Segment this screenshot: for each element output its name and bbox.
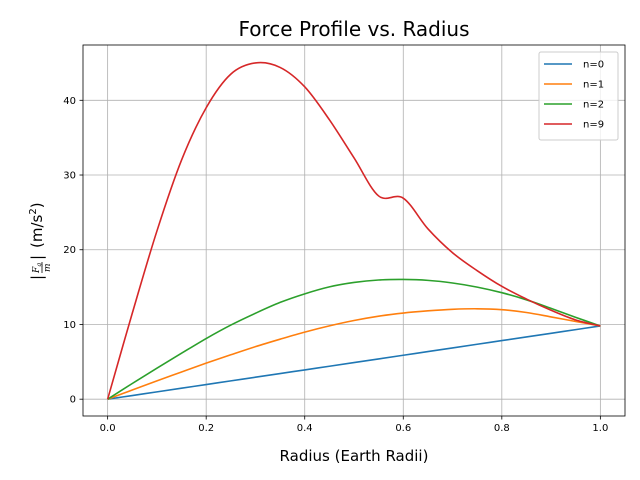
chart-title: Force Profile vs. Radius — [238, 17, 469, 41]
y-axis-label-numerator: Fg — [32, 263, 43, 274]
y-tick-label: 20 — [63, 245, 76, 256]
y-tick-label: 40 — [63, 96, 76, 107]
y-tick-label: 30 — [63, 171, 76, 182]
series-line-n-2 — [107, 278, 601, 400]
series-line-n-1 — [107, 307, 601, 400]
plot-frame — [82, 44, 626, 417]
y-axis-label-denominator: m — [43, 263, 53, 272]
y-axis-label-f: F — [32, 266, 42, 274]
x-tick-label: 0.0 — [100, 423, 116, 434]
y-axis-label-bar-left: | — [28, 275, 46, 280]
series-line-n-0 — [107, 325, 601, 400]
y-tick-label: 0 — [70, 395, 76, 406]
x-tick-label: 0.6 — [395, 423, 411, 434]
legend-label: n=2 — [583, 100, 604, 111]
x-axis-ticks: 0.0 0.2 0.4 0.6 0.8 1.0 — [100, 416, 608, 434]
series-lines — [106, 61, 601, 400]
legend: n=0 n=1 n=2 n=9 — [538, 51, 619, 141]
legend-box — [538, 51, 619, 141]
y-tick-label: 10 — [63, 320, 76, 331]
grid — [83, 45, 625, 416]
legend-label: n=1 — [583, 80, 604, 91]
y-axis-label-bar-right: | — [28, 255, 46, 260]
series-line-n-9 — [106, 61, 601, 400]
x-tick-label: 0.4 — [297, 423, 313, 434]
y-axis-ticks: 0 10 20 30 40 — [63, 96, 83, 406]
x-axis-label: Radius (Earth Radii) — [280, 447, 429, 465]
legend-label: n=9 — [583, 120, 604, 131]
y-axis-label: | Fg m | (m/s2) — [28, 202, 53, 280]
x-tick-label: 0.2 — [198, 423, 214, 434]
y-axis-label-units: (m/s2) — [28, 202, 46, 248]
x-tick-label: 1.0 — [592, 423, 608, 434]
legend-label: n=0 — [583, 60, 604, 71]
x-tick-label: 0.8 — [494, 423, 510, 434]
y-axis-label-f-sub: g — [36, 263, 43, 267]
